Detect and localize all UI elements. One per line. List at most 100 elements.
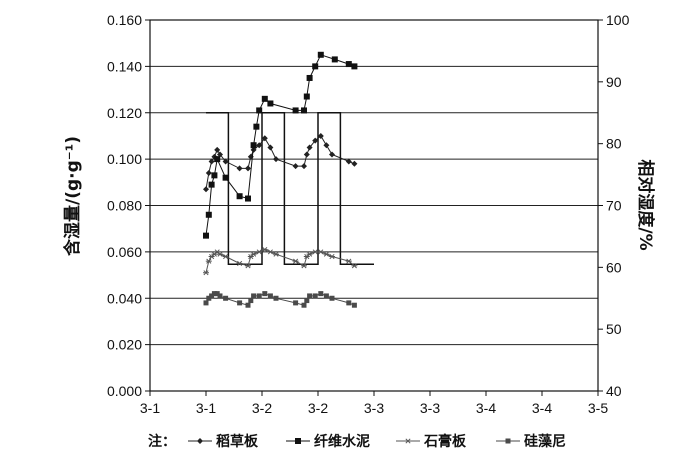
data-point [273,251,279,257]
data-point [267,249,274,255]
data-point [236,260,243,267]
x-tick-label: 3-2 [308,400,328,416]
y-left-tick-label: 0.020 [107,337,142,353]
data-point [217,293,223,299]
data-point [208,158,215,165]
data-point [217,251,223,257]
x-tick-labels: 3-1 3-1 3-2 3-2 3-3 3-3 3-4 3-4 3-5 [140,400,608,416]
y-right-tick-label: 50 [606,321,622,337]
data-point [203,300,209,306]
data-point [329,295,335,301]
data-point [351,263,358,269]
data-point [267,293,273,299]
data-point [318,291,324,297]
data-point [256,293,262,299]
y-left-tick-label: 0.080 [107,198,142,214]
data-point [293,300,299,306]
data-point [292,163,299,170]
data-point [248,298,254,304]
x-tick-label: 3-3 [420,400,440,416]
series-4 [203,291,357,308]
y-left-tick-label: 0.040 [107,290,142,306]
data-point-stroke [301,263,307,269]
data-point [256,249,263,255]
data-point [206,295,212,301]
data-point [245,263,251,269]
data-point [345,61,352,68]
y-left-axis-label: 含湿量/(g·g⁻¹) [62,136,83,256]
data-point [245,302,251,308]
legend: 注： 稻草板 纤维水泥 石膏板 硅藻尼 [148,433,566,450]
data-point [273,156,279,163]
data-point [312,137,319,144]
data-point [208,181,215,188]
legend-label: 稻草板 [216,433,259,450]
data-point [211,291,217,297]
data-point [222,253,229,260]
data-point [307,293,313,299]
data-point [203,232,209,239]
y-right-tick-labels: 40 50 60 70 80 90 100 [598,12,630,399]
legend-label: 石膏板 [423,433,467,450]
data-point [351,160,358,167]
y-left-tick-label: 0.140 [107,58,142,74]
legend-label: 纤维水泥 [314,433,370,450]
y-left-tick-label: 0.100 [107,151,142,167]
data-point [261,95,268,102]
data-point [214,156,221,163]
data-point [256,142,263,149]
relative-humidity-layer [206,112,374,265]
series-2 [203,51,358,239]
data-point [329,151,335,158]
data-point [351,63,358,70]
data-point [301,263,307,269]
data-point [306,251,313,257]
data-point [222,158,229,165]
data-point [317,51,324,58]
data-point [306,144,313,151]
data-point [312,293,318,299]
data-point-stroke [293,258,299,264]
data-point [211,172,218,179]
y-left-tick-label: 0.060 [107,244,142,260]
data-point-stroke [203,270,209,276]
data-point [301,302,307,308]
data-point-stroke [262,247,268,253]
relative-humidity-line [206,112,374,265]
x-tick-label: 3-3 [364,400,384,416]
data-point-stroke [351,263,357,269]
data-point [345,158,352,165]
data-point [250,251,257,257]
y-right-tick-label: 40 [606,383,622,399]
data-point [312,249,319,255]
data-point [250,142,257,149]
data-point-stroke [256,249,262,255]
data-point [205,170,212,177]
data-point [205,258,212,264]
data-point [292,107,299,114]
data-point-stroke [346,258,352,264]
data-point [217,151,223,158]
series-3 [203,247,358,276]
data-point [214,146,221,153]
data-point [304,298,310,304]
data-point [209,293,215,299]
data-point [329,253,335,260]
x-tick-label: 3-4 [532,400,552,416]
gridlines [150,65,598,346]
data-point [261,247,268,253]
data-point [295,438,301,444]
plot-frame [149,19,599,396]
data-point [331,56,338,63]
x-tick-label: 3-5 [588,400,608,416]
data-point [317,249,324,255]
data-point [261,135,268,142]
data-point-stroke [307,251,313,257]
y-right-axis-label: 相对湿度/% [635,159,656,250]
data-point [301,163,307,170]
data-point [205,211,212,218]
y-right-tick-label: 60 [606,259,622,275]
data-point [317,132,324,139]
data-point [262,291,268,297]
data-point-stroke [318,249,324,255]
